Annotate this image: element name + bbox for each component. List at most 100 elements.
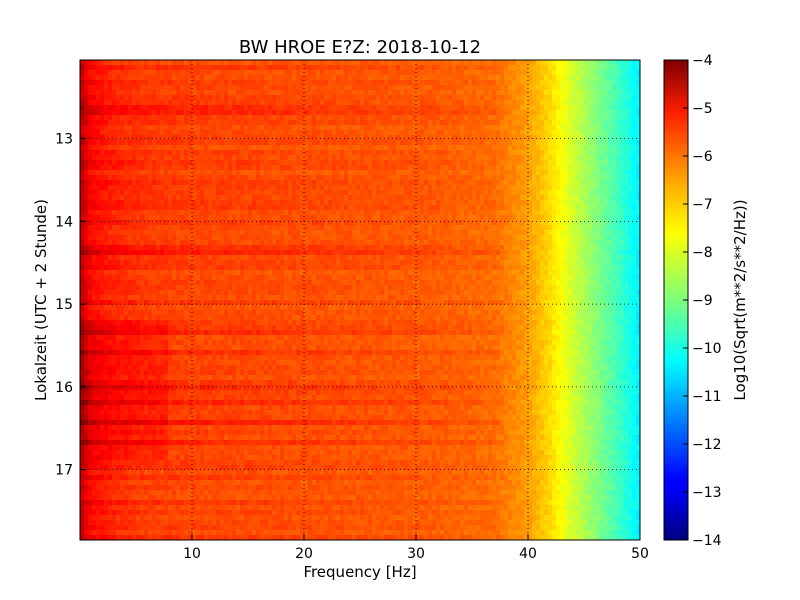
heatmap-cell bbox=[544, 230, 549, 236]
heatmap-cell bbox=[468, 85, 473, 91]
heatmap-cell bbox=[480, 135, 485, 141]
heatmap-cell bbox=[128, 65, 133, 71]
heatmap-cell bbox=[588, 230, 593, 236]
heatmap-cell bbox=[236, 225, 241, 231]
heatmap-cell bbox=[484, 90, 489, 96]
heatmap-cell bbox=[536, 170, 541, 176]
heatmap-cell bbox=[268, 85, 273, 91]
heatmap-cell bbox=[188, 215, 193, 221]
heatmap-cell bbox=[544, 210, 549, 216]
heatmap-cell bbox=[432, 160, 437, 166]
heatmap-cell bbox=[476, 155, 481, 161]
heatmap-cell bbox=[184, 170, 189, 176]
heatmap-cell bbox=[452, 200, 457, 206]
heatmap-cell bbox=[220, 220, 225, 226]
heatmap-cell bbox=[488, 85, 493, 91]
heatmap-cell bbox=[116, 70, 121, 76]
heatmap-cell bbox=[308, 90, 313, 96]
heatmap-cell bbox=[324, 155, 329, 161]
heatmap-cell bbox=[244, 180, 249, 186]
heatmap-cell bbox=[168, 180, 173, 186]
heatmap-cell bbox=[540, 170, 545, 176]
heatmap-cell bbox=[104, 210, 109, 216]
heatmap-cell bbox=[444, 155, 449, 161]
heatmap-cell bbox=[372, 230, 377, 236]
heatmap-cell bbox=[492, 150, 497, 156]
heatmap-cell bbox=[512, 135, 517, 141]
heatmap-cell bbox=[604, 210, 609, 216]
heatmap-cell bbox=[608, 140, 613, 146]
heatmap-cell bbox=[92, 140, 97, 146]
heatmap-cell bbox=[520, 195, 525, 201]
heatmap-cell bbox=[540, 225, 545, 231]
heatmap-cell bbox=[496, 155, 501, 161]
heatmap-cell bbox=[92, 105, 97, 111]
heatmap-cell bbox=[348, 90, 353, 96]
heatmap-cell bbox=[428, 130, 433, 136]
heatmap-cell bbox=[108, 125, 113, 131]
heatmap-cell bbox=[356, 185, 361, 191]
heatmap-cell bbox=[360, 120, 365, 126]
heatmap-cell bbox=[620, 65, 625, 71]
heatmap-cell bbox=[512, 120, 517, 126]
heatmap-cell bbox=[432, 135, 437, 141]
heatmap-cell bbox=[576, 60, 581, 66]
heatmap-cell bbox=[216, 195, 221, 201]
heatmap-cell bbox=[480, 140, 485, 146]
heatmap-cell bbox=[600, 125, 605, 131]
heatmap-cell bbox=[400, 205, 405, 211]
heatmap-cell bbox=[136, 155, 141, 161]
heatmap-cell bbox=[272, 60, 277, 66]
heatmap-cell bbox=[264, 130, 269, 136]
heatmap-cell bbox=[416, 155, 421, 161]
heatmap-cell bbox=[120, 105, 125, 111]
heatmap-cell bbox=[452, 195, 457, 201]
heatmap-cell bbox=[476, 130, 481, 136]
heatmap-cell bbox=[96, 75, 101, 81]
heatmap-cell bbox=[172, 160, 177, 166]
heatmap-cell bbox=[180, 190, 185, 196]
heatmap-cell bbox=[200, 110, 205, 116]
heatmap-cell bbox=[552, 175, 557, 181]
heatmap-cell bbox=[336, 230, 341, 236]
heatmap-cell bbox=[636, 150, 641, 156]
heatmap-cell bbox=[244, 145, 249, 151]
heatmap-cell bbox=[340, 230, 345, 236]
heatmap-cell bbox=[276, 220, 281, 226]
heatmap-cell bbox=[632, 195, 637, 201]
heatmap-cell bbox=[128, 75, 133, 81]
heatmap-cell bbox=[592, 130, 597, 136]
heatmap-cell bbox=[608, 155, 613, 161]
heatmap-cell bbox=[472, 230, 477, 236]
heatmap-cell bbox=[228, 70, 233, 76]
heatmap-cell bbox=[360, 155, 365, 161]
heatmap-cell bbox=[164, 135, 169, 141]
heatmap-cell bbox=[248, 100, 253, 106]
heatmap-cell bbox=[584, 155, 589, 161]
heatmap-cell bbox=[84, 185, 89, 191]
heatmap-cell bbox=[296, 110, 301, 116]
heatmap-cell bbox=[524, 75, 529, 81]
heatmap-cell bbox=[272, 235, 277, 241]
heatmap-cell bbox=[244, 235, 249, 241]
heatmap-cell bbox=[540, 130, 545, 136]
heatmap-cell bbox=[308, 175, 313, 181]
heatmap-cell bbox=[496, 135, 501, 141]
heatmap-cell bbox=[528, 185, 533, 191]
heatmap-cell bbox=[628, 105, 633, 111]
heatmap-cell bbox=[328, 200, 333, 206]
heatmap-cell bbox=[416, 130, 421, 136]
heatmap-cell bbox=[100, 155, 105, 161]
heatmap-cell bbox=[148, 135, 153, 141]
heatmap-cell bbox=[280, 140, 285, 146]
heatmap-cell bbox=[432, 215, 437, 221]
heatmap-cell bbox=[620, 215, 625, 221]
heatmap-cell bbox=[360, 205, 365, 211]
heatmap-cell bbox=[236, 65, 241, 71]
heatmap-cell bbox=[260, 130, 265, 136]
heatmap-cell bbox=[168, 210, 173, 216]
heatmap-cell bbox=[592, 125, 597, 131]
heatmap-cell bbox=[432, 95, 437, 101]
heatmap-cell bbox=[160, 165, 165, 171]
heatmap-cell bbox=[220, 235, 225, 241]
